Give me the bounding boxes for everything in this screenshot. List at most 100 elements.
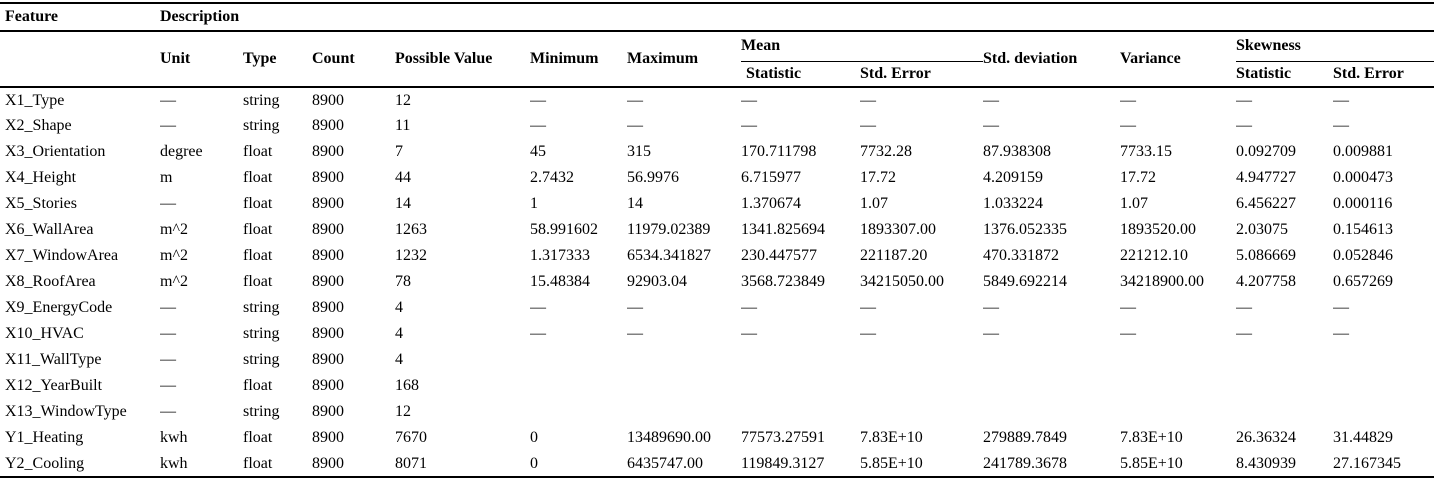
- table-row: X7_WindowArea m^2 float 8900 1232 1.317333 653…: [0, 243, 1434, 269]
- cell-feature: Y1_Heating: [5, 429, 84, 446]
- cell-feature: Y2_Cooling: [0, 451, 160, 478]
- cell-feature: X5_Stories: [5, 195, 77, 212]
- cell-maximum: —: [627, 117, 643, 134]
- cell-count: 8900: [312, 299, 344, 316]
- cell-skewness-std-error: 0.000116: [1333, 195, 1393, 212]
- cell-maximum: 6435747.00: [627, 451, 741, 478]
- cell-variance: [1120, 373, 1236, 399]
- table-row: Y1_Heating kwh float 8900 7670 0 13489690.00 77…: [0, 425, 1434, 451]
- cell-skewness-std-error: 31.44829: [1333, 429, 1393, 446]
- col-header-feature-spacer: [0, 31, 160, 87]
- cell-count: 8900: [312, 273, 344, 290]
- cell-unit: degree: [160, 143, 203, 160]
- cell-skewness-std-error: 0.657269: [1333, 273, 1393, 290]
- col-header-possible-value: Possible Value: [395, 50, 493, 67]
- cell-possible-value: 168: [395, 377, 419, 394]
- cell-minimum: 58.991602: [530, 221, 598, 238]
- cell-skewness-statistic: 2.03075: [1236, 221, 1288, 238]
- cell-std-deviation: 4.209159: [983, 169, 1043, 186]
- col-header-unit: Unit: [160, 50, 191, 67]
- cell-mean-statistic: [741, 347, 860, 373]
- cell-type: float: [243, 429, 273, 446]
- col-header-count: Count: [312, 50, 355, 67]
- cell-unit: —: [160, 403, 176, 420]
- cell-possible-value: 4: [395, 299, 403, 316]
- cell-std-deviation: 1376.052335: [983, 221, 1067, 238]
- table-row: X5_Stories — float 8900 14 1 14 1.370674 1.07 1.0…: [0, 191, 1434, 217]
- cell-mean-statistic: —: [741, 117, 757, 134]
- cell-feature: X4_Height: [5, 169, 77, 186]
- cell-variance: 34218900.00: [1120, 273, 1204, 290]
- cell-unit: —: [160, 299, 176, 316]
- cell-mean-statistic: [741, 373, 860, 399]
- cell-unit: kwh: [160, 429, 188, 446]
- cell-mean-statistic: 170.711798: [741, 143, 817, 160]
- cell-skewness-std-error: 27.167345: [1333, 451, 1434, 478]
- cell-feature: X9_EnergyCode: [5, 299, 113, 316]
- cell-possible-value: 11: [395, 117, 411, 134]
- cell-minimum: —: [530, 299, 546, 316]
- cell-skewness-statistic: 4.947727: [1236, 169, 1296, 186]
- cell-mean-statistic: 6.715977: [741, 169, 801, 186]
- cell-unit: kwh: [160, 451, 243, 478]
- cell-skewness-std-error: [1333, 373, 1434, 399]
- cell-minimum: [530, 399, 627, 425]
- header-row-groups: Unit Type Count Possible Value Minimum M…: [0, 31, 1434, 67]
- cell-variance: 7733.15: [1120, 143, 1172, 160]
- cell-possible-value: 1263: [395, 221, 427, 238]
- cell-possible-value: 12: [395, 403, 411, 420]
- cell-maximum: —: [627, 325, 643, 342]
- cell-count: 8900: [312, 169, 344, 186]
- cell-maximum: 14: [627, 195, 643, 212]
- cell-std-deviation: [983, 347, 1120, 373]
- cell-std-deviation: [983, 399, 1120, 425]
- col-header-maximum: Maximum: [627, 50, 699, 67]
- cell-feature: X1_Type: [0, 86, 160, 113]
- cell-minimum: 1: [530, 195, 538, 212]
- cell-variance: —: [1120, 325, 1136, 342]
- cell-skewness-statistic: 8.430939: [1236, 451, 1333, 478]
- cell-count: 8900: [312, 86, 395, 113]
- table-row: X13_WindowType — string 8900 12: [0, 399, 1434, 425]
- cell-feature: X10_HVAC: [5, 325, 84, 342]
- cell-possible-value: 12: [395, 86, 530, 113]
- cell-std-deviation: 241789.3678: [983, 451, 1120, 478]
- cell-minimum: 0: [530, 451, 627, 478]
- table-row: X11_WallType — string 8900 4: [0, 347, 1434, 373]
- cell-mean-std-error: [860, 399, 983, 425]
- cell-type: float: [243, 451, 312, 478]
- cell-feature: X7_WindowArea: [5, 247, 119, 264]
- cell-std-deviation: 5849.692214: [983, 273, 1067, 290]
- cell-feature: X3_Orientation: [5, 143, 106, 160]
- cell-variance: 1893520.00: [1120, 221, 1196, 238]
- cell-count: 8900: [312, 195, 344, 212]
- cell-skewness-statistic: —: [1236, 86, 1333, 113]
- cell-type: float: [243, 221, 273, 238]
- header-row-subcolumns: Statistic Std. Error Statistic Std. Erro…: [0, 61, 1434, 87]
- cell-mean-std-error: [860, 373, 983, 399]
- cell-std-deviation: 470.331872: [983, 247, 1059, 264]
- table-row: X1_Type — string 8900 12— — — — — — — —: [0, 86, 1434, 113]
- cell-skewness-statistic: [1236, 399, 1333, 425]
- table-row: X9_EnergyCode — string 8900 4 — — — — — — — —: [0, 295, 1434, 321]
- cell-skewness-statistic: 0.092709: [1236, 143, 1296, 160]
- cell-type: string: [243, 86, 312, 113]
- cell-variance: 1.07: [1120, 195, 1148, 212]
- cell-unit: —: [160, 195, 176, 212]
- cell-maximum: 11979.02389: [627, 221, 711, 238]
- table-row: X12_YearBuilt — float 8900 168: [0, 373, 1434, 399]
- cell-std-deviation: [983, 373, 1120, 399]
- cell-count: 8900: [312, 377, 344, 394]
- cell-std-deviation: 279889.7849: [983, 429, 1067, 446]
- cell-feature: X6_WallArea: [5, 221, 94, 238]
- cell-feature: X2_Shape: [5, 117, 72, 134]
- cell-skewness-statistic: —: [1236, 117, 1252, 134]
- cell-maximum: 92903.04: [627, 273, 687, 290]
- table-row: X4_Height m float 8900 44 2.7432 56.9976 6.7159…: [0, 165, 1434, 191]
- cell-mean-std-error: [860, 347, 983, 373]
- cell-type: string: [243, 351, 280, 368]
- cell-skewness-std-error: [1333, 347, 1434, 373]
- cell-unit: m: [160, 169, 173, 186]
- cell-unit: m^2: [160, 273, 188, 290]
